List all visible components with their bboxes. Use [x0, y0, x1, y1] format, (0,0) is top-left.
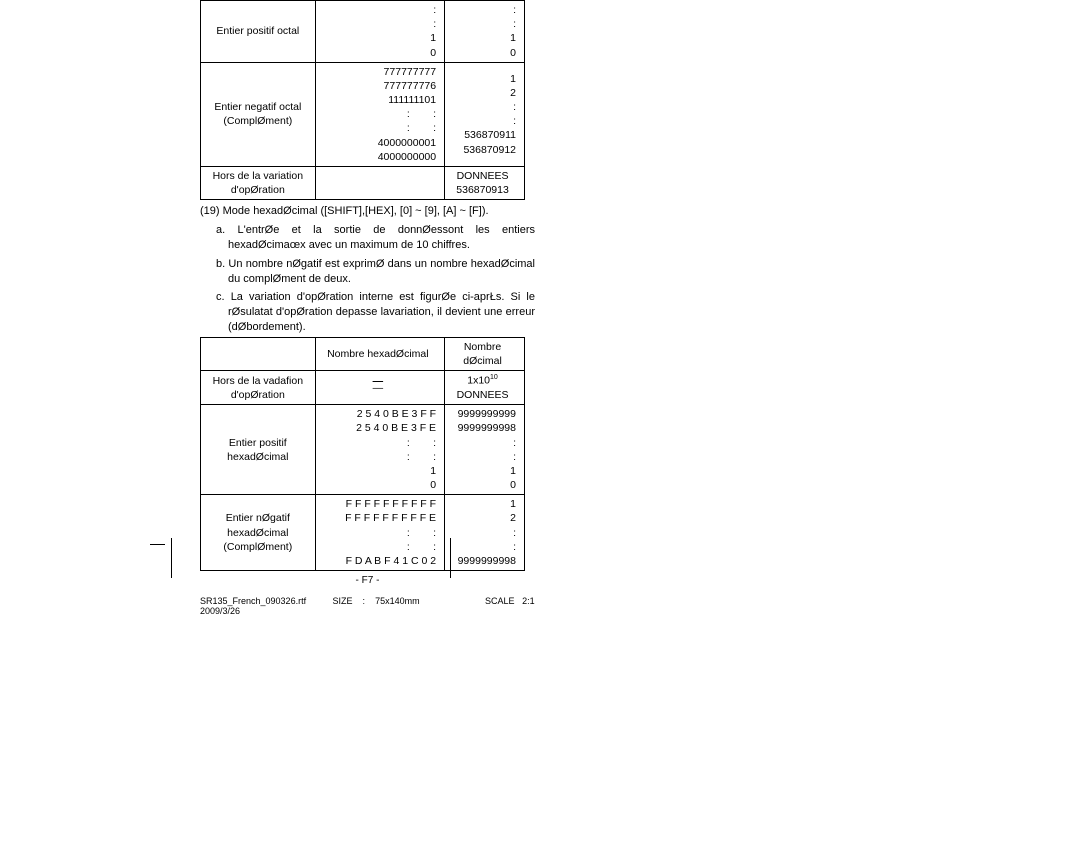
hex-range-table: Nombre hexadØcimal Nombre dØcimal Hors d… — [200, 337, 525, 571]
cell-val: : : — [320, 121, 436, 135]
hex-row-out-right: 1x1010 DONNEES — [445, 371, 525, 405]
cell-val: 4000000000 — [320, 150, 436, 164]
label-text: Hors de la variation d'opØration — [205, 169, 311, 197]
cell-val: 1x10 — [467, 375, 490, 387]
crop-marks — [150, 544, 570, 584]
label-text: Hors de la vadafion d'opØration — [205, 374, 311, 402]
footer-date: 2009/3/26 — [200, 606, 240, 616]
footer-scale-val: 2:1 — [522, 596, 535, 606]
cell-val: 1 — [320, 31, 436, 45]
cell-val: 777777777 — [320, 65, 436, 79]
cell-exp: 10 — [490, 374, 498, 381]
row-out-of-range-right: DONNEES 536870913 — [445, 166, 525, 199]
hex-header-blank — [201, 337, 316, 370]
cell-val: 1 — [320, 464, 436, 478]
hex-header-right: Nombre dØcimal — [445, 337, 525, 370]
footer-scale-label: SCALE — [485, 596, 515, 606]
cell-val: F F F F F F F F F F — [320, 497, 436, 511]
section-19-heading: (19) Mode hexadØcimal ([SHIFT],[HEX], [0… — [200, 204, 535, 219]
exp-value: 1x1010 — [449, 373, 516, 388]
cell-val: 4000000001 — [320, 136, 436, 150]
label-text: Entier positif octal — [216, 25, 299, 37]
cell-val: : — [449, 450, 516, 464]
footer-size-sep: : — [363, 596, 366, 606]
row-out-of-range-mid — [315, 166, 444, 199]
cell-val: : — [449, 114, 516, 128]
cell-val: : — [449, 436, 516, 450]
footer-size-label: SIZE — [333, 596, 353, 606]
hex-row-out-label: Hors de la vadafion d'opØration — [201, 371, 316, 405]
cell-val: 536870912 — [449, 143, 516, 157]
cell-val: 1 — [449, 72, 516, 86]
footer-size: SIZE : 75x140mm — [333, 596, 483, 606]
cell-val: 0 — [320, 478, 436, 492]
octal-range-table: Entier positif octal : : 1 0 : : 1 0 Ent… — [200, 0, 525, 200]
doc-footer: SR135_French_090326.rtf SIZE : 75x140mm … — [200, 596, 600, 616]
cell-val: : — [449, 526, 516, 540]
section-19-item-b: b. Un nombre nØgatif est exprimØ dans un… — [200, 257, 535, 287]
footer-scale: SCALE 2:1 — [485, 596, 565, 606]
section-19-item-c: c. La variation d'opØration interne est … — [200, 290, 535, 335]
cell-val: : — [320, 3, 436, 17]
cell-val: 1 — [449, 464, 516, 478]
cell-val: 0 — [320, 46, 436, 60]
cell-val: — — [373, 382, 384, 394]
section-19-item-a: a. L'entrØe et la sortie de donnØessont … — [200, 223, 535, 253]
cell-val: : — [449, 100, 516, 114]
row-out-of-range-label: Hors de la variation d'opØration — [201, 166, 316, 199]
cell-val: : : — [320, 436, 436, 450]
cell-val: 2 — [449, 86, 516, 100]
hex-row-pos-mid: 2 5 4 0 B E 3 F F 2 5 4 0 B E 3 F E : : … — [315, 405, 444, 495]
cell-val: : — [320, 17, 436, 31]
cell-val: : : — [320, 450, 436, 464]
cell-val: 2 5 4 0 B E 3 F F — [320, 407, 436, 421]
cell-val: 2 — [449, 511, 516, 525]
footer-size-val: 75x140mm — [375, 596, 420, 606]
cell-val: DONNEES 536870913 — [449, 169, 516, 197]
cell-val: : : — [320, 107, 436, 121]
hex-header-mid: Nombre hexadØcimal — [315, 337, 444, 370]
cell-val: 1 — [449, 497, 516, 511]
cell-val: 0 — [449, 478, 516, 492]
cell-val: 0 — [449, 46, 516, 60]
label-text: Entier positif hexadØcimal — [205, 436, 311, 464]
cell-val: 9999999999 — [449, 407, 516, 421]
footer-filename: SR135_French_090326.rtf — [200, 596, 330, 606]
row-pos-octal-label: Entier positif octal — [201, 1, 316, 63]
hex-row-pos-right: 9999999999 9999999998 : : 1 0 — [445, 405, 525, 495]
cell-val: 2 5 4 0 B E 3 F E — [320, 421, 436, 435]
cell-val: : — [449, 3, 516, 17]
row-pos-octal-right: : : 1 0 — [445, 1, 525, 63]
hex-row-pos-label: Entier positif hexadØcimal — [201, 405, 316, 495]
cell-val: DONNEES — [449, 388, 516, 402]
row-neg-octal-label: Entier negatif octal (ComplØment) — [201, 62, 316, 166]
cell-val: 777777776 — [320, 79, 436, 93]
cell-val: 111111101 — [320, 93, 436, 107]
label-text: Entier negatif octal (ComplØment) — [205, 100, 311, 128]
cell-val: : — [449, 17, 516, 31]
cell-val: F F F F F F F F F E — [320, 511, 436, 525]
cell-val: 1 — [449, 31, 516, 45]
cell-val: : : — [320, 526, 436, 540]
cell-val: 9999999998 — [449, 421, 516, 435]
row-neg-octal-right: 1 2 : : 536870911 536870912 — [445, 62, 525, 166]
cell-val: 536870911 — [449, 128, 516, 142]
row-neg-octal-mid: 777777777 777777776 111111101 : : : : 40… — [315, 62, 444, 166]
hex-row-out-mid: — — [315, 371, 444, 405]
row-pos-octal-mid: : : 1 0 — [315, 1, 444, 63]
